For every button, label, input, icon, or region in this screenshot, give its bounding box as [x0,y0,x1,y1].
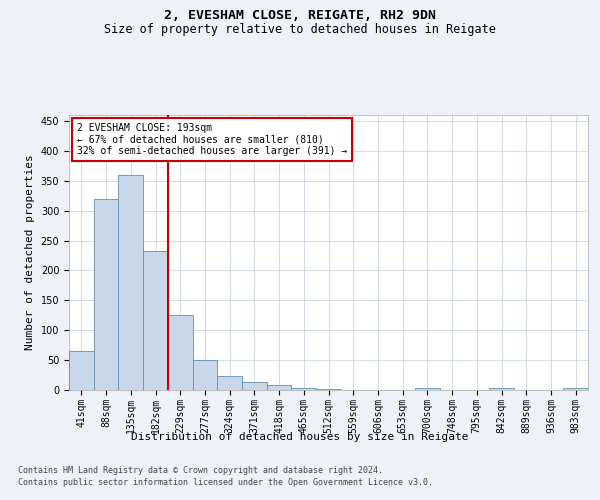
Bar [267,385,292,390]
Bar [415,388,440,390]
Text: 2, EVESHAM CLOSE, REIGATE, RH2 9DN: 2, EVESHAM CLOSE, REIGATE, RH2 9DN [164,9,436,22]
Text: Contains HM Land Registry data © Crown copyright and database right 2024.: Contains HM Land Registry data © Crown c… [18,466,383,475]
Bar [94,198,118,390]
Bar [118,175,143,390]
Bar [168,316,193,390]
Bar [242,382,267,390]
Bar [489,388,514,390]
Bar [143,250,168,390]
Bar [193,360,217,390]
Bar [69,351,94,390]
Text: 2 EVESHAM CLOSE: 193sqm
← 67% of detached houses are smaller (810)
32% of semi-d: 2 EVESHAM CLOSE: 193sqm ← 67% of detache… [77,123,347,156]
Text: Contains public sector information licensed under the Open Government Licence v3: Contains public sector information licen… [18,478,433,487]
Text: Distribution of detached houses by size in Reigate: Distribution of detached houses by size … [131,432,469,442]
Y-axis label: Number of detached properties: Number of detached properties [25,154,35,350]
Text: Size of property relative to detached houses in Reigate: Size of property relative to detached ho… [104,22,496,36]
Bar [217,376,242,390]
Bar [563,388,588,390]
Bar [292,388,316,390]
